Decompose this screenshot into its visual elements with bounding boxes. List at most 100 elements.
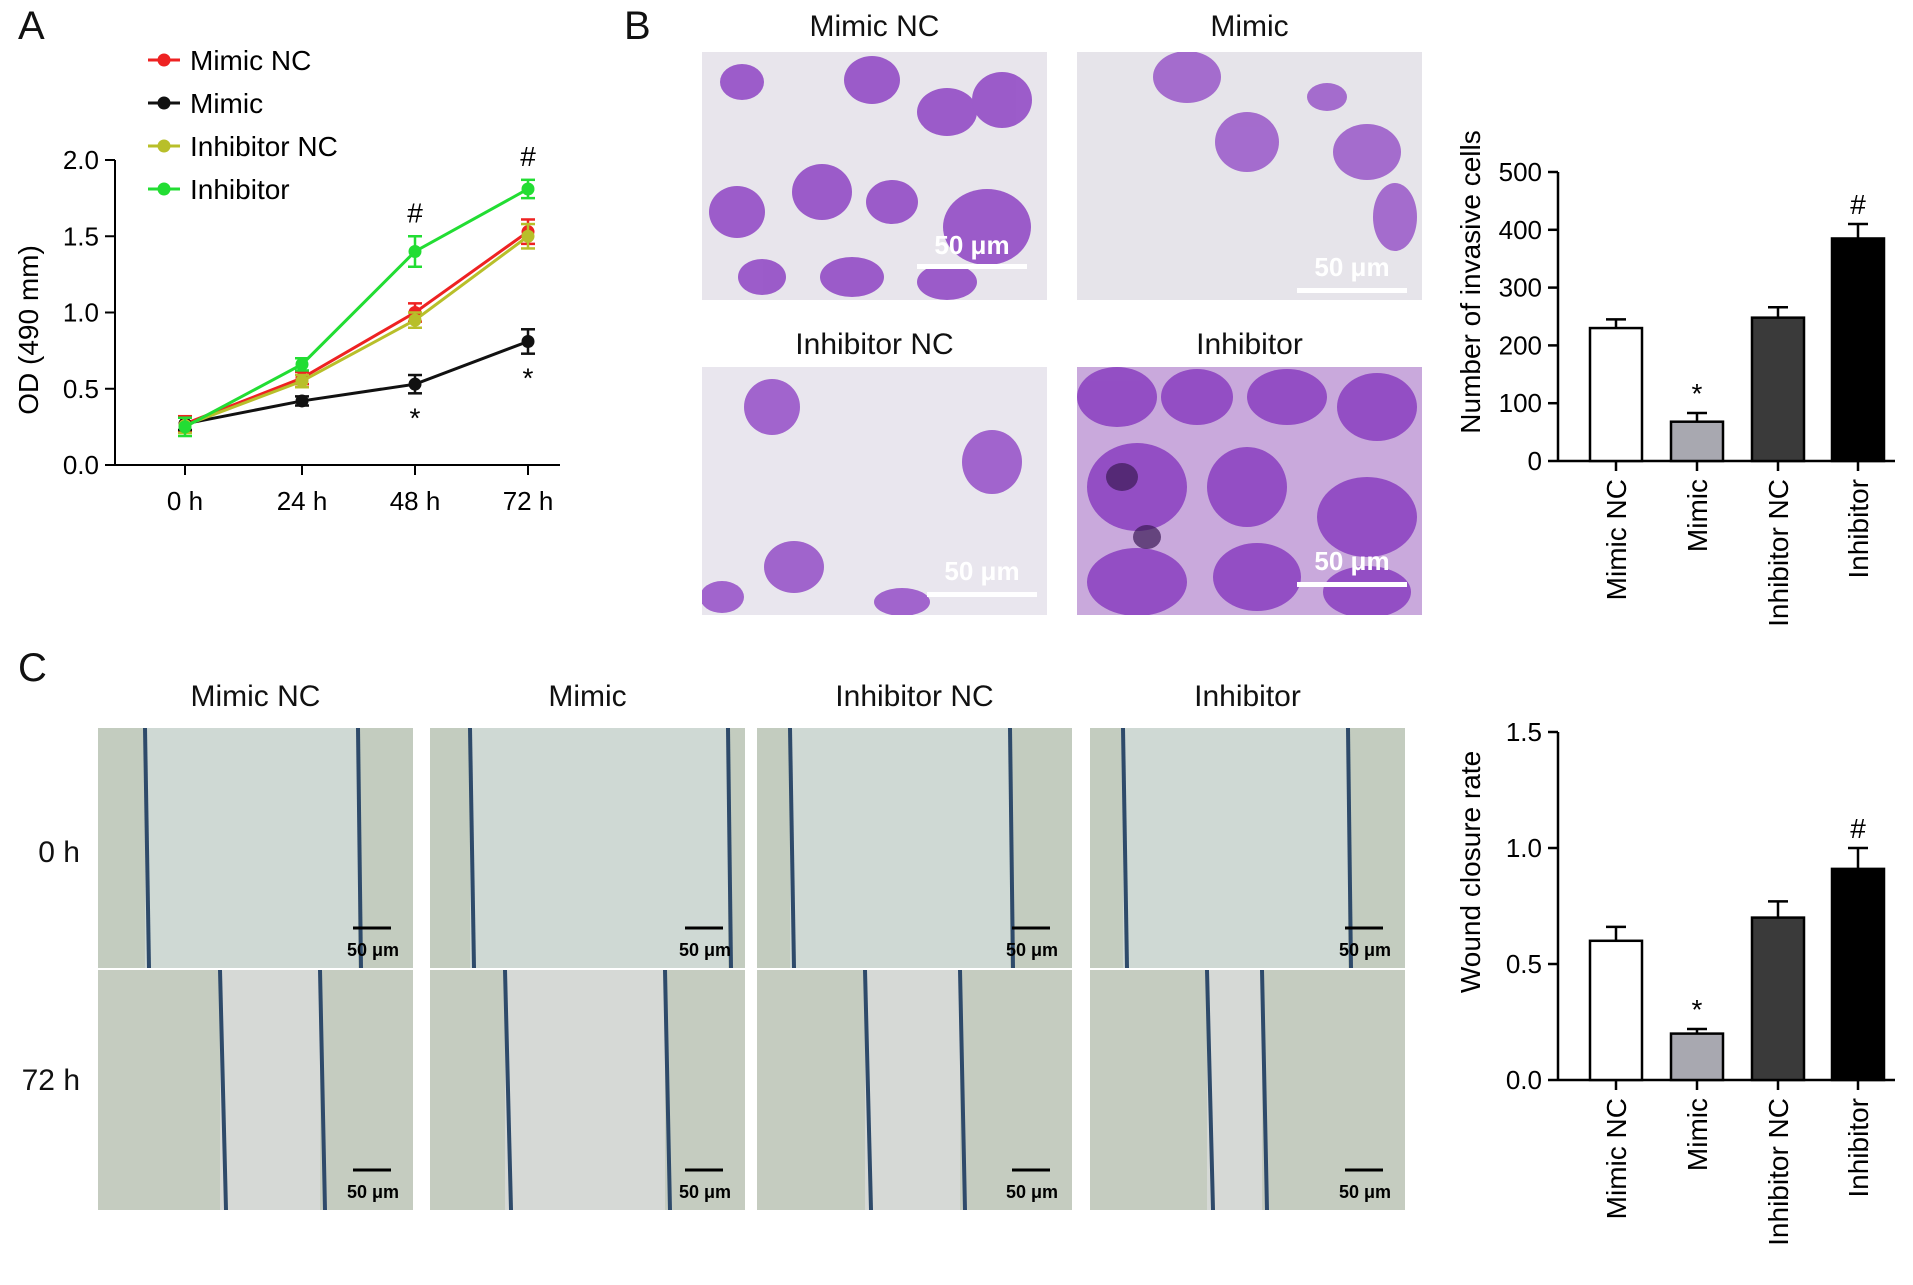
x-tick-label: Inhibitor [1843,479,1874,579]
y-tick-label: 1.5 [1506,717,1542,747]
y-tick-label: 200 [1499,330,1542,360]
hash-mark: # [520,141,536,172]
micrograph-title-inhibitor: Inhibitor [1196,328,1303,361]
legend-marker [157,139,171,153]
hash-mark: # [1850,189,1866,220]
bar-group [1588,318,1644,463]
wound-edge-line [1121,727,1129,969]
scale-bar-label: 50 μm [679,1182,731,1202]
panel-letter-a: A [18,4,45,48]
bar [1588,939,1644,1082]
wound-edge-line [468,727,476,969]
cell-layer-left [430,970,505,1210]
legend-item: Mimic [148,88,263,119]
bar-group [1750,306,1806,463]
bar-group: # [1830,189,1886,463]
wound-closure-bar-chart: Wound closure rate 0.00.51.01.5 *# Mimic… [1455,717,1895,1246]
wound-edge-line [503,969,513,1211]
x-tick-label: 72 h [503,486,554,516]
cell-layer-left [98,970,220,1210]
y-ticks: 0.0 0.5 1.0 1.5 [1506,717,1558,1095]
asterisk-mark: * [410,402,421,433]
legend-marker [157,96,171,110]
bar [1669,420,1725,463]
hash-mark: # [1850,813,1866,844]
wound-title-mimic: Mimic [548,680,627,713]
bar-group [1588,925,1644,1082]
scale-bar-label: 50 μm [1339,1182,1391,1202]
y-tick-label: 100 [1499,388,1542,418]
cell-layer-left [757,970,865,1210]
cell-layer-left [757,728,790,968]
asterisk-mark: * [1692,378,1703,409]
x-tick-label: Mimic NC [1601,1098,1632,1219]
bar [1669,1032,1725,1082]
y-ticks: 0.0 0.5 1.0 1.5 2.0 [63,145,115,480]
micrograph-title-mimic: Mimic [1210,10,1289,43]
legend-marker [157,182,171,196]
cell-layer-right [665,970,745,1210]
x-tick-label: 0 h [167,486,203,516]
series-line [184,230,529,426]
bar [1750,916,1806,1082]
bar [1588,326,1644,463]
series-layer [178,178,535,438]
wound-image: 50 μm [430,727,745,969]
scale-bar-label: 50 μm [1339,940,1391,960]
legend-item: Inhibitor NC [148,131,338,162]
y-axis-label: Number of invasive cells [1455,130,1486,433]
cell-layer-right [358,728,413,968]
wound-edge-line [318,969,327,1211]
panel-letter-b: B [624,4,651,48]
wound-image: 50 μm [1090,969,1405,1211]
asterisk-mark: * [1692,994,1703,1025]
data-point [408,377,422,391]
scale-bar-label: 50 μm [1314,252,1389,282]
bar [1750,316,1806,463]
series-line [184,187,529,429]
micrograph-title-inhibitor-nc: Inhibitor NC [795,328,954,361]
bar [1830,237,1886,463]
scale-bar-label: 50 μm [347,940,399,960]
wound-edge-line [1205,969,1215,1211]
y-axis-label: OD (490 mm) [13,245,44,415]
y-tick-label: 0.5 [63,374,99,404]
scale-bar-label: 50 μm [679,940,731,960]
od-line-chart: OD (490 mm) 0.0 0.5 1.0 1.5 2.0 0 h 24 h 48 h 7… [13,45,560,516]
x-tick-label: 24 h [277,486,328,516]
scale-bar-label: 50 μm [1006,940,1058,960]
bar-group: * [1669,378,1725,463]
significance-marks: # # * * [407,141,536,434]
cell-layer-right [1348,728,1405,968]
panel-letter-c: C [18,646,47,690]
cell-layer-right [320,970,413,1210]
cell-layer-right [1010,728,1072,968]
wound-image: 50 μm [430,969,745,1211]
wound-edge-line [726,727,733,969]
series-line [184,340,529,426]
y-tick-label: 500 [1499,157,1542,187]
legend-item: Mimic NC [148,45,311,76]
row-label-72h: 72 h [21,1064,80,1097]
wound-image: 50 μm [757,727,1072,969]
wound-edge-line [1260,969,1269,1211]
bars: *# [1588,813,1886,1082]
series-line [184,235,529,427]
legend-marker [157,53,171,67]
legend-label: Inhibitor NC [190,131,338,162]
y-tick-label: 1.5 [63,221,99,251]
data-point [295,394,309,408]
wound-edge-line [958,969,967,1211]
y-tick-label: 400 [1499,215,1542,245]
wound-edge-line [218,969,228,1211]
y-axis-label: Wound closure rate [1455,751,1486,993]
bars: *# [1588,189,1886,463]
y-tick-label: 1.0 [1506,833,1542,863]
data-point [521,229,535,243]
series-inhibitor [178,178,535,438]
x-tick-label: Inhibitor NC [1763,1098,1794,1246]
y-ticks: 0 100 200 300 400 500 [1499,157,1558,476]
bar [1830,867,1886,1082]
invasion-micrograph-mimic: 50 μm [1077,52,1422,300]
legend-label: Mimic NC [190,45,311,76]
